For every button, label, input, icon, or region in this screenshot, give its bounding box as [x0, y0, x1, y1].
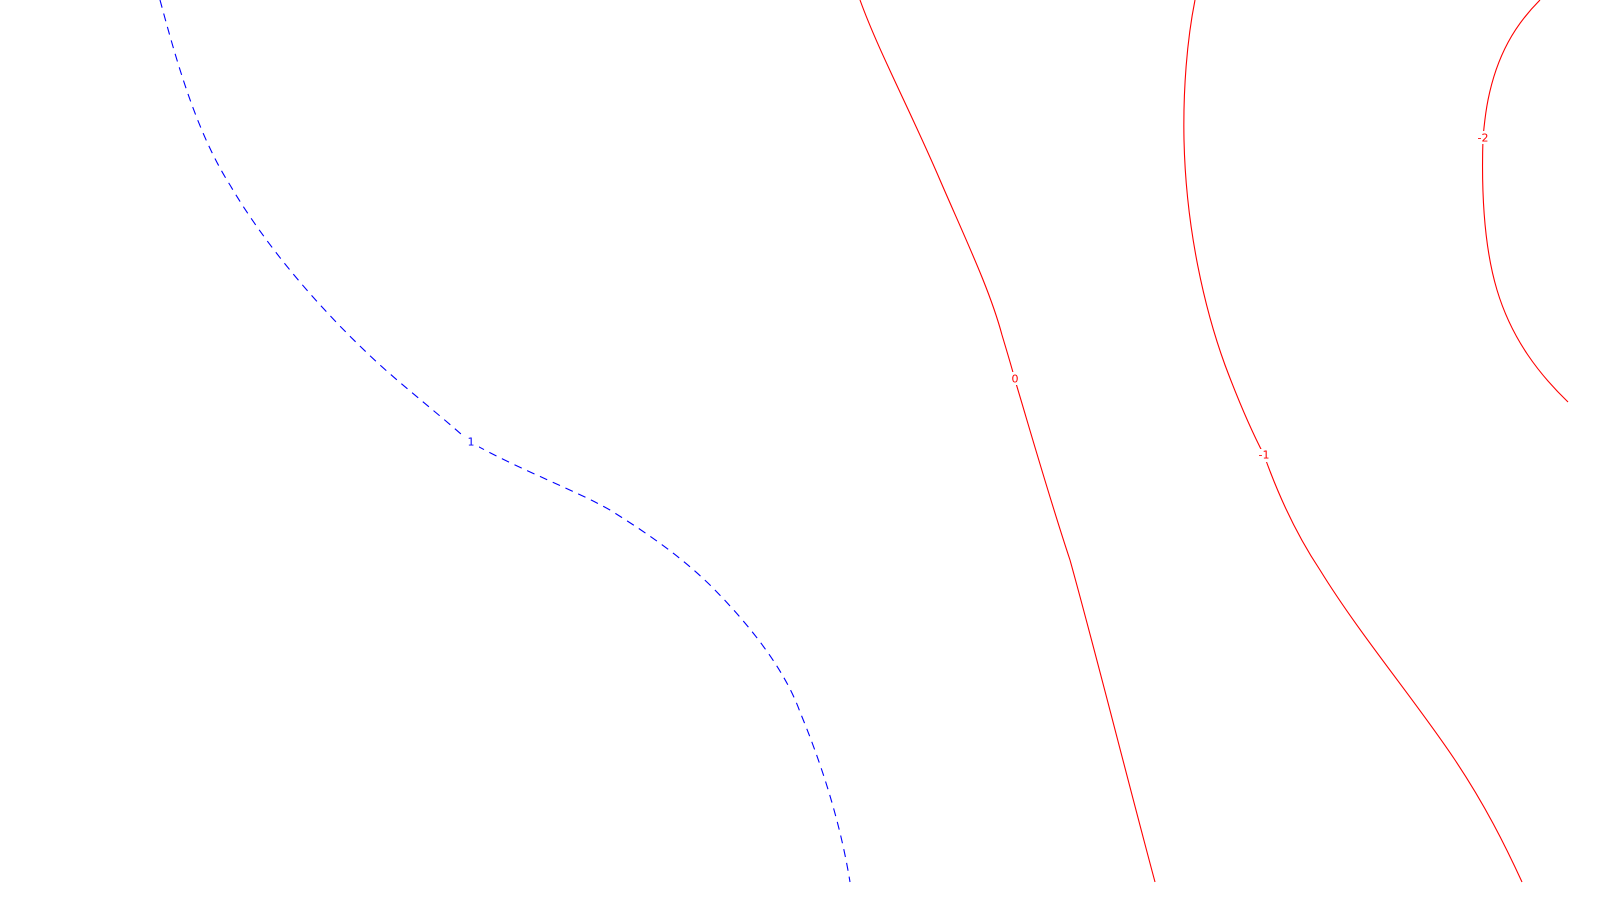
contour-line-level-neg2 — [1481, 0, 1569, 403]
contour-label-level-neg2: -2 — [1478, 132, 1489, 145]
contour-label-bg-level-1 — [463, 436, 479, 449]
contour-label-level-0: 0 — [1012, 373, 1019, 386]
contour-label-level-1: 1 — [468, 436, 475, 449]
contour-label-bg-level-0 — [1008, 372, 1022, 385]
contour-label-bg-level-neg1 — [1254, 449, 1274, 462]
contour-label-level-neg1: -1 — [1259, 449, 1270, 462]
contour-label-bg-level-neg2 — [1473, 131, 1493, 144]
contour-line-level-1 — [159, 0, 851, 883]
